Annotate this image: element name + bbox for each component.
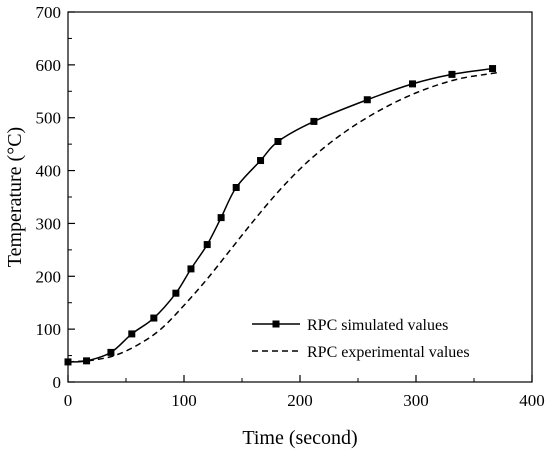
data-point-0-2: [107, 348, 115, 356]
x-tick-label-3: 300: [403, 391, 429, 410]
y-axis-label: Temperature (°C): [4, 127, 26, 267]
x-tick-label-0: 0: [64, 391, 73, 410]
plot-frame: [67, 11, 533, 383]
y-tick-label-0: 0: [53, 373, 62, 392]
data-point-0-11: [274, 138, 282, 145]
x-tick-label-4: 400: [519, 391, 545, 410]
y-tick-label-3: 300: [36, 214, 62, 233]
data-point-0-1: [83, 357, 91, 365]
series-line-1: [67, 71, 501, 363]
y-tick-label-5: 500: [36, 109, 62, 128]
legend: RPC simulated values RPC experimental val…: [252, 317, 470, 361]
y-tick-label-2: 200: [36, 267, 62, 286]
data-point-0-16: [489, 65, 497, 73]
data-point-0-8: [217, 214, 225, 222]
data-point-0-4: [150, 314, 158, 322]
series-layer: [64, 65, 501, 366]
y-tick-label-4: 400: [36, 162, 62, 181]
data-point-0-15: [448, 70, 456, 78]
axis-ticks: 0 100 200 300 400 0 100 200 300 400 500 600 700: [36, 3, 545, 410]
legend-label-0: RPC simulated values: [307, 317, 448, 334]
y-tick-label-6: 600: [36, 56, 62, 75]
legend-label-1: RPC experimental values: [307, 344, 470, 361]
data-point-0-14: [409, 80, 417, 88]
data-point-0-7: [203, 241, 211, 249]
data-point-0-0: [64, 358, 72, 366]
x-tick-label-2: 200: [287, 391, 313, 410]
data-point-0-10: [257, 157, 265, 165]
data-point-0-9: [232, 183, 240, 191]
x-tick-label-1: 100: [171, 391, 197, 410]
data-point-0-12: [310, 117, 318, 125]
data-point-0-13: [363, 96, 371, 104]
y-tick-label-7: 700: [36, 3, 62, 22]
y-tick-label-1: 100: [36, 320, 62, 339]
data-point-0-5: [172, 289, 180, 297]
legend-marker-0: [272, 320, 280, 328]
data-point-0-3: [128, 330, 136, 338]
x-axis-label: Time (second): [242, 427, 357, 449]
data-point-0-6: [187, 265, 195, 273]
